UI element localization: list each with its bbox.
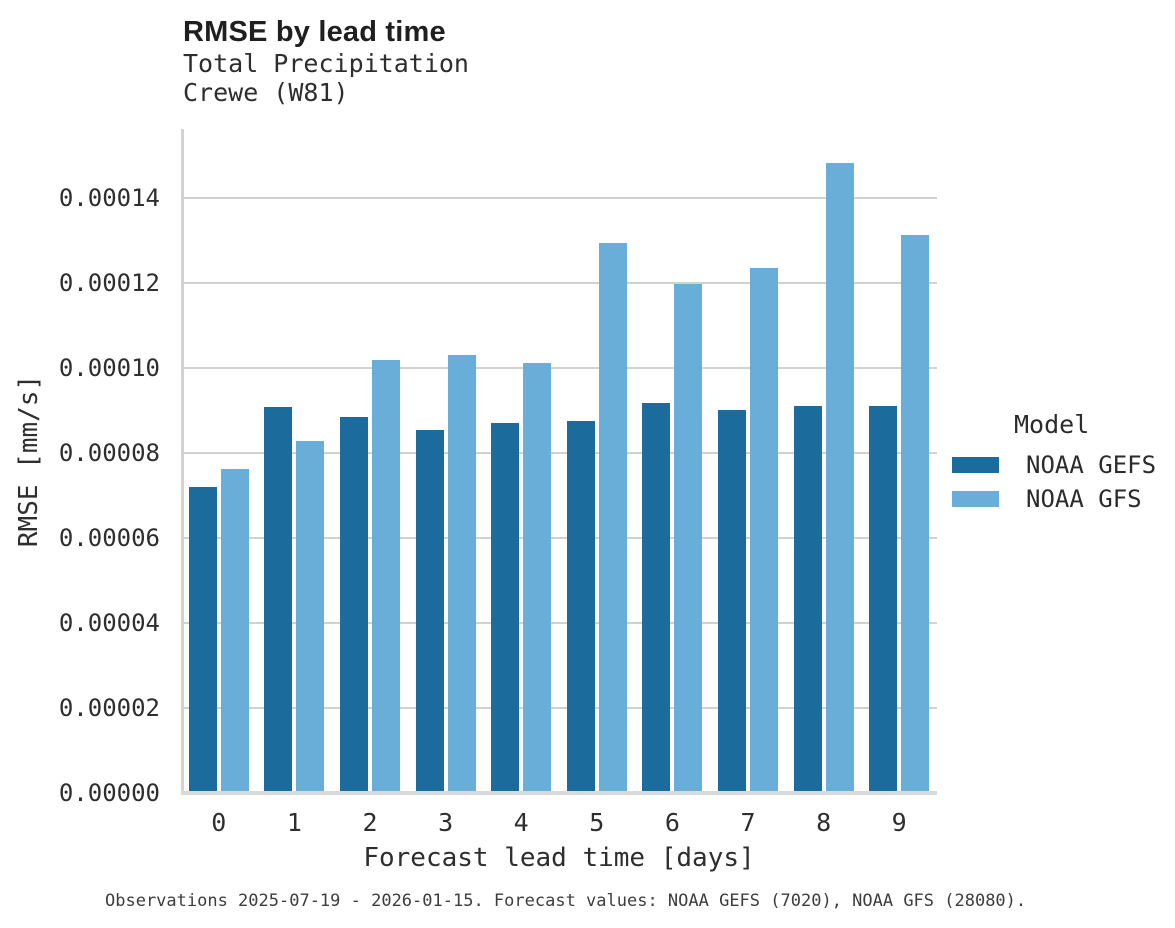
x-tick-label: 3 bbox=[438, 808, 454, 837]
caption: Observations 2025-07-19 - 2026-01-15. Fo… bbox=[105, 891, 1027, 911]
x-axis-tick-labels: 0 1 2 3 4 5 6 7 8 9 bbox=[181, 808, 937, 838]
chart-subtitle-variable: Total Precipitation bbox=[183, 49, 469, 78]
bar-noaa-gfs-day-6 bbox=[674, 283, 703, 793]
bar-noaa-gfs-day-7 bbox=[750, 268, 778, 793]
bar-noaa-gfs-day-8 bbox=[825, 162, 854, 793]
y-tick-label: 0.00004 bbox=[58, 608, 160, 637]
bar-noaa-gefs-day-0 bbox=[188, 486, 217, 793]
bar-noaa-gfs-day-5 bbox=[598, 242, 627, 793]
chart-header: RMSE by lead time Total Precipitation Cr… bbox=[183, 16, 469, 107]
bar-noaa-gfs-day-3 bbox=[447, 354, 476, 793]
gridline bbox=[181, 451, 937, 454]
y-tick-label: 0.00002 bbox=[58, 693, 160, 722]
legend-label: NOAA GEFS bbox=[1026, 451, 1157, 479]
bar-noaa-gfs-day-4 bbox=[523, 363, 552, 793]
y-tick-label: 0.00006 bbox=[58, 523, 160, 552]
x-tick-label: 5 bbox=[589, 808, 605, 837]
bar-noaa-gefs-day-8 bbox=[793, 405, 822, 793]
legend-item: NOAA GEFS bbox=[952, 448, 1175, 482]
bar-noaa-gfs-day-2 bbox=[372, 359, 400, 793]
gridline bbox=[181, 536, 937, 539]
bar-noaa-gefs-day-9 bbox=[869, 405, 898, 793]
legend-items: NOAA GEFS NOAA GFS bbox=[952, 448, 1175, 516]
bar-noaa-gefs-day-4 bbox=[491, 422, 520, 793]
gridline bbox=[181, 366, 937, 369]
gridline bbox=[181, 621, 937, 624]
gridline bbox=[181, 196, 937, 199]
bar-noaa-gefs-day-5 bbox=[566, 421, 595, 793]
legend-title: Model bbox=[1014, 410, 1090, 439]
x-tick-label: 0 bbox=[211, 808, 227, 837]
plot-area bbox=[181, 129, 937, 795]
y-axis-tick-labels: 0.00000 0.00002 0.00004 0.00006 0.00008 0.000… bbox=[0, 129, 160, 807]
x-tick-label: 1 bbox=[286, 808, 302, 837]
y-tick-label: 0.00008 bbox=[58, 438, 160, 467]
bar-noaa-gfs-day-9 bbox=[901, 235, 930, 793]
y-tick-label: 0.00000 bbox=[58, 779, 160, 807]
x-axis-line bbox=[181, 791, 937, 795]
gridline bbox=[181, 281, 937, 284]
legend: Model NOAA GEFS NOAA GFS bbox=[952, 410, 1175, 516]
bar-noaa-gfs-day-0 bbox=[220, 469, 249, 793]
legend-swatch-icon bbox=[952, 491, 999, 507]
x-tick-label: 7 bbox=[740, 808, 756, 837]
x-tick-label: 8 bbox=[816, 808, 832, 837]
bar-noaa-gfs-day-1 bbox=[296, 441, 325, 793]
legend-item: NOAA GFS bbox=[952, 482, 1175, 516]
x-tick-label: 2 bbox=[362, 808, 378, 837]
x-tick-label: 6 bbox=[664, 808, 680, 837]
y-axis-line bbox=[181, 129, 184, 793]
x-axis-title: Forecast lead time [days] bbox=[363, 843, 755, 873]
y-tick-label: 0.00010 bbox=[58, 353, 160, 382]
chart-title: RMSE by lead time bbox=[183, 16, 446, 48]
y-tick-label: 0.00014 bbox=[58, 183, 160, 212]
bar-noaa-gefs-day-6 bbox=[642, 403, 671, 793]
x-tick-label: 9 bbox=[891, 808, 907, 837]
legend-label: NOAA GFS bbox=[1026, 485, 1142, 513]
legend-swatch-icon bbox=[952, 457, 999, 473]
gridline bbox=[181, 706, 937, 709]
bar-noaa-gefs-day-3 bbox=[415, 430, 444, 793]
x-tick-label: 4 bbox=[513, 808, 529, 837]
bar-noaa-gefs-day-1 bbox=[264, 407, 293, 793]
bar-noaa-gefs-day-7 bbox=[718, 410, 746, 793]
chart-subtitle-station: Crewe (W81) bbox=[183, 78, 349, 107]
y-tick-label: 0.00012 bbox=[58, 268, 160, 297]
bar-noaa-gefs-day-2 bbox=[340, 417, 368, 793]
